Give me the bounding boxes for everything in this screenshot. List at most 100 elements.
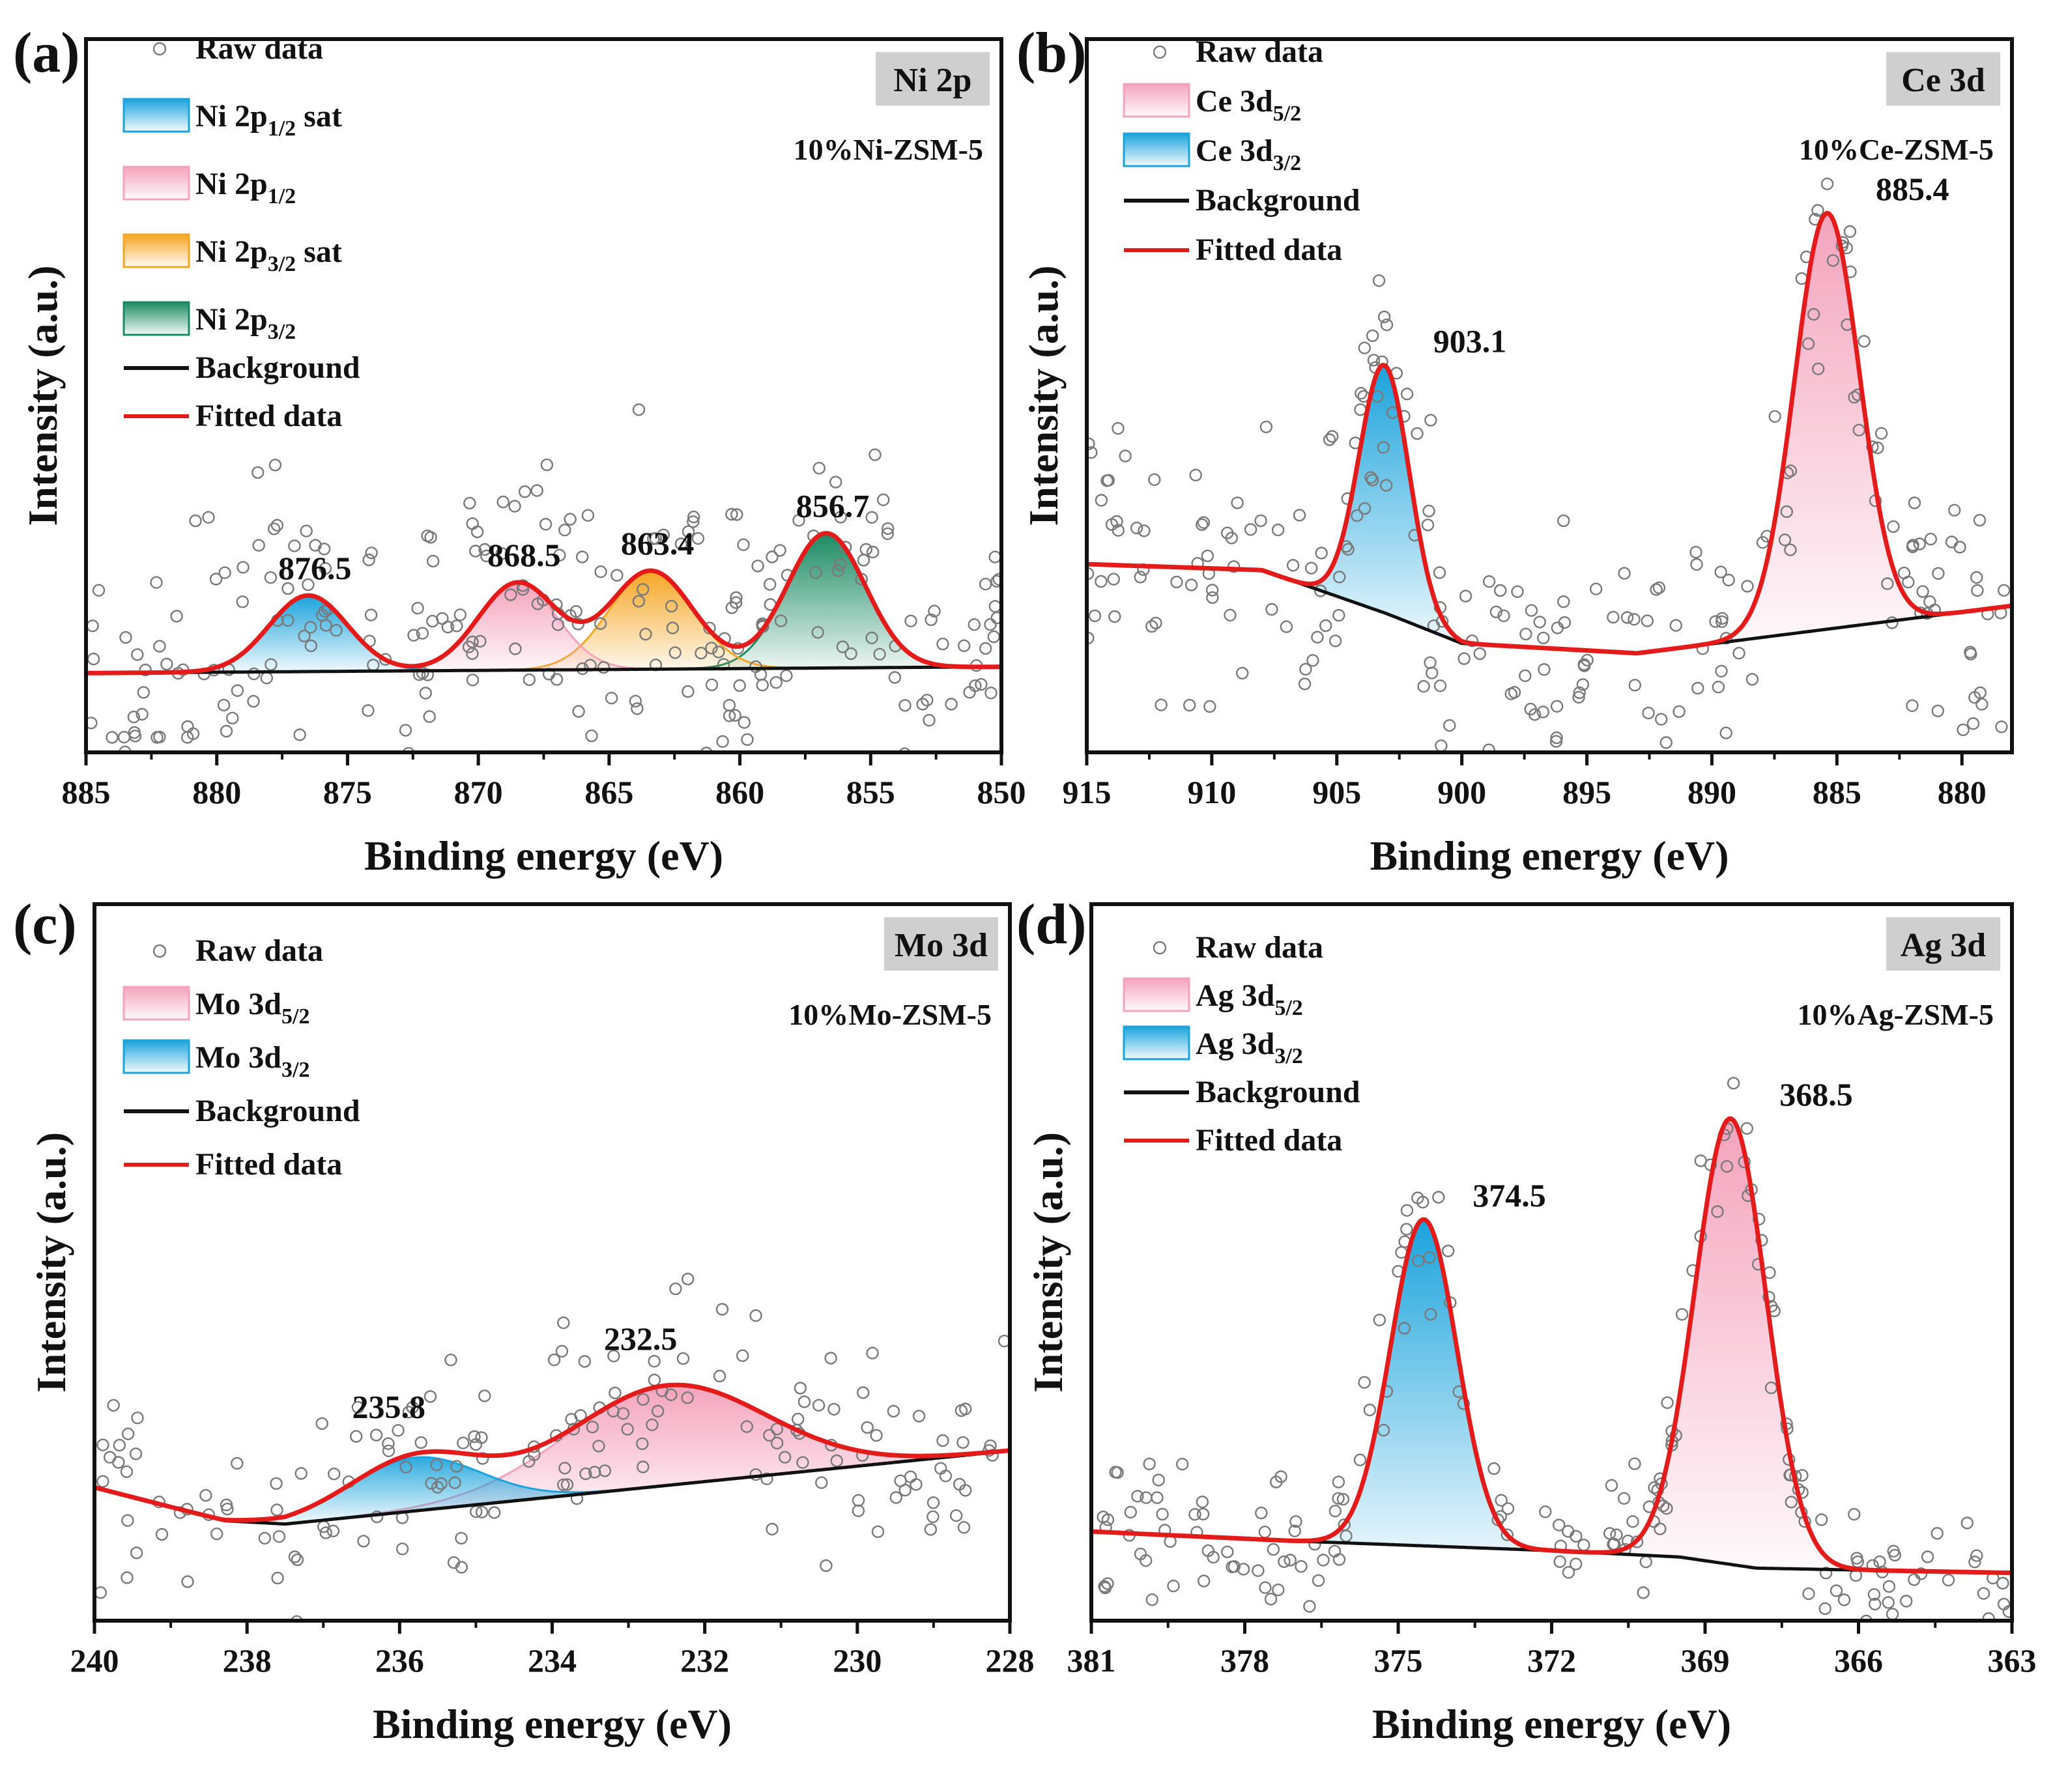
raw-data-point [319,1526,332,1539]
x-tick-label: 850 [977,774,1026,810]
x-tick-label: 880 [1938,774,1987,810]
raw-data-point [450,1460,463,1473]
peak-value-label: 856.7 [796,488,870,524]
raw-data-point [1654,1522,1667,1535]
raw-data-point [1267,1543,1280,1556]
peak-fill [1087,212,2012,655]
panel-a: 885 880 875 870 865 860 855 850 Binding energy (… [13,21,1026,879]
raw-data-point [1184,578,1198,591]
raw-data-point [839,541,852,554]
raw-data-point [1299,662,1312,676]
raw-data-point [1493,584,1507,597]
legend-fitted-label: Fitted data [1196,233,1342,267]
raw-data-point [1188,1508,1201,1521]
raw-data-point [1110,515,1123,528]
raw-data-point [365,547,378,560]
x-tick-label: 895 [1562,774,1611,810]
raw-data-point [1673,705,1686,718]
raw-data-point [330,624,343,637]
raw-data-point [569,605,582,618]
raw-data-point [669,1282,682,1296]
raw-data-point [1289,1515,1302,1528]
raw-data-point [770,1436,784,1450]
raw-data-point [1562,1566,1575,1579]
raw-data-point [636,1437,649,1451]
raw-data-point [1265,603,1278,616]
raw-data-point [1424,1308,1437,1321]
raw-data-point [665,599,678,613]
raw-data-point [217,698,231,712]
raw-data-point [1620,611,1634,624]
peak-value-label: 903.1 [1433,323,1507,360]
raw-data-point [1689,546,1702,559]
raw-data-point [1412,1254,1425,1268]
raw-data-point [859,543,873,556]
peak-value-label: 885.4 [1876,171,1949,207]
raw-data-point [558,524,571,537]
legend-fitted-label: Fitted data [195,1147,342,1182]
raw-data-point [674,537,688,550]
raw-data-point [1690,558,1703,571]
raw-data-point [648,1373,661,1387]
raw-data-point [887,1404,900,1418]
raw-data-point [1111,1466,1124,1479]
raw-data-point [730,508,743,521]
raw-data-point [1459,590,1472,603]
raw-data-point [268,459,282,472]
legend-peak-sub: 3/2 [268,252,296,276]
raw-data-point [550,673,564,686]
raw-data-point [815,1476,828,1489]
raw-data-point [792,514,805,527]
raw-data-point [1134,571,1147,584]
raw-data-point [557,1478,570,1492]
raw-data-point [271,1571,284,1585]
raw-data-point [957,1521,971,1534]
raw-data-point [968,618,981,631]
plot-area [94,1272,1010,1621]
raw-data-point [382,1444,395,1458]
raw-data-point [1433,679,1447,692]
raw-data-point [1719,726,1732,739]
raw-data-point [1873,1555,1886,1569]
raw-data-point [572,705,585,718]
raw-data-point [150,576,163,589]
raw-data-point [1970,1549,1983,1562]
raw-data-point [1295,1559,1308,1573]
raw-data-point [1642,706,1655,720]
raw-data-point [1660,1501,1673,1515]
y-axis-title: Intensity (a.u.) [1025,1132,1071,1393]
raw-data-point [1784,464,1798,477]
raw-data-point [682,525,695,538]
raw-data-point [293,728,306,741]
element-label-box [876,52,990,106]
legend-peak-swatch [122,986,190,1021]
raw-data-point [1947,504,1961,517]
raw-data-point [1778,533,1792,547]
raw-data-point [495,547,508,560]
raw-data-point [1867,1588,1881,1601]
raw-data-point [1201,549,1214,563]
raw-data-point [1652,581,1666,594]
panel-label: (d) [1016,893,1087,956]
plot-area [86,403,1001,828]
raw-data-point [540,458,554,472]
raw-data-point [1197,516,1211,529]
raw-data-point [1573,686,1586,700]
raw-data-point [420,788,431,799]
sample-label: 10%Ce-ZSM-5 [1799,133,1994,166]
raw-data-point [392,1424,405,1437]
raw-data-point [423,710,436,723]
raw-data-point [547,1353,561,1367]
peak-value-label: 868.5 [487,537,561,573]
raw-data-point [557,1316,570,1330]
raw-data-point [128,817,139,828]
raw-data-point [1549,735,1563,748]
raw-data-point [631,702,644,715]
raw-data-point [382,1437,395,1450]
legend-raw-marker [1153,941,1167,955]
raw-data-point [1203,700,1216,713]
raw-data-point [106,731,119,744]
raw-data-point [1977,1587,1990,1600]
raw-data-point [553,548,566,562]
raw-data-point [1473,647,1487,661]
